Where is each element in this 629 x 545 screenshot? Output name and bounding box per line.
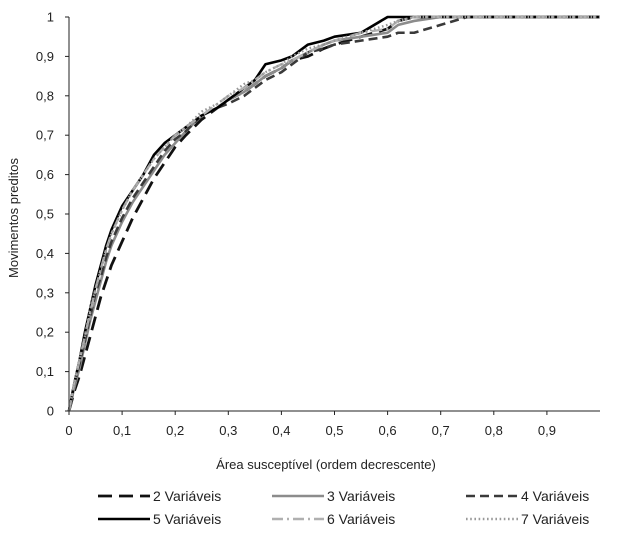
x-tick-label: 0: [65, 423, 72, 438]
y-tick-label: 0: [47, 404, 54, 419]
x-tick-label: 0,7: [432, 423, 450, 438]
y-tick-label: 0,6: [36, 167, 54, 182]
x-tick-label: 0,9: [538, 423, 556, 438]
y-tick-label: 0,1: [36, 364, 54, 379]
legend-label: 3 Variáveis: [327, 488, 395, 504]
y-tick-label: 0,2: [36, 325, 54, 340]
y-tick-label: 0,7: [36, 128, 54, 143]
series-line-2-variaveis: [69, 17, 600, 411]
x-tick-label: 0,5: [325, 423, 343, 438]
y-axis-ticks: 0 0,1 0,2 0,3 0,4 0,5 0,6 0,7 0,8 0,9 1: [36, 10, 69, 419]
series-line-7-variaveis: [69, 17, 600, 411]
legend-label: 4 Variáveis: [521, 488, 589, 504]
series-line-6-variaveis: [69, 17, 600, 411]
series-lines: [69, 17, 600, 411]
legend-label: 7 Variáveis: [521, 511, 589, 527]
series-line-3-variaveis: [69, 17, 600, 411]
x-tick-label: 0,3: [219, 423, 237, 438]
x-tick-label: 0,2: [166, 423, 184, 438]
series-line-4-variaveis: [69, 17, 600, 411]
y-tick-label: 0,3: [36, 285, 54, 300]
y-tick-label: 1: [47, 10, 54, 25]
x-tick-label: 0,6: [379, 423, 397, 438]
x-tick-label: 0,4: [272, 423, 290, 438]
y-axis-title: Movimentos preditos: [6, 158, 21, 278]
legend: 2 Variáveis 3 Variáveis 4 Variáveis 5 Variá…: [98, 488, 589, 527]
x-axis-title: Área susceptível (ordem decrescente): [216, 457, 436, 472]
series-line-5-variaveis: [69, 17, 600, 411]
y-tick-label: 0,9: [36, 49, 54, 64]
legend-label: 5 Variáveis: [153, 511, 221, 527]
y-tick-label: 0,5: [36, 207, 54, 222]
axes: [69, 17, 600, 411]
x-axis-ticks: 0 0,1 0,2 0,3 0,4 0,5 0,6 0,7 0,8 0,9: [65, 411, 556, 438]
x-tick-label: 0,8: [485, 423, 503, 438]
y-tick-label: 0,4: [36, 246, 54, 261]
legend-label: 2 Variáveis: [153, 488, 221, 504]
legend-label: 6 Variáveis: [327, 511, 395, 527]
y-tick-label: 0,8: [36, 88, 54, 103]
x-tick-label: 0,1: [113, 423, 131, 438]
